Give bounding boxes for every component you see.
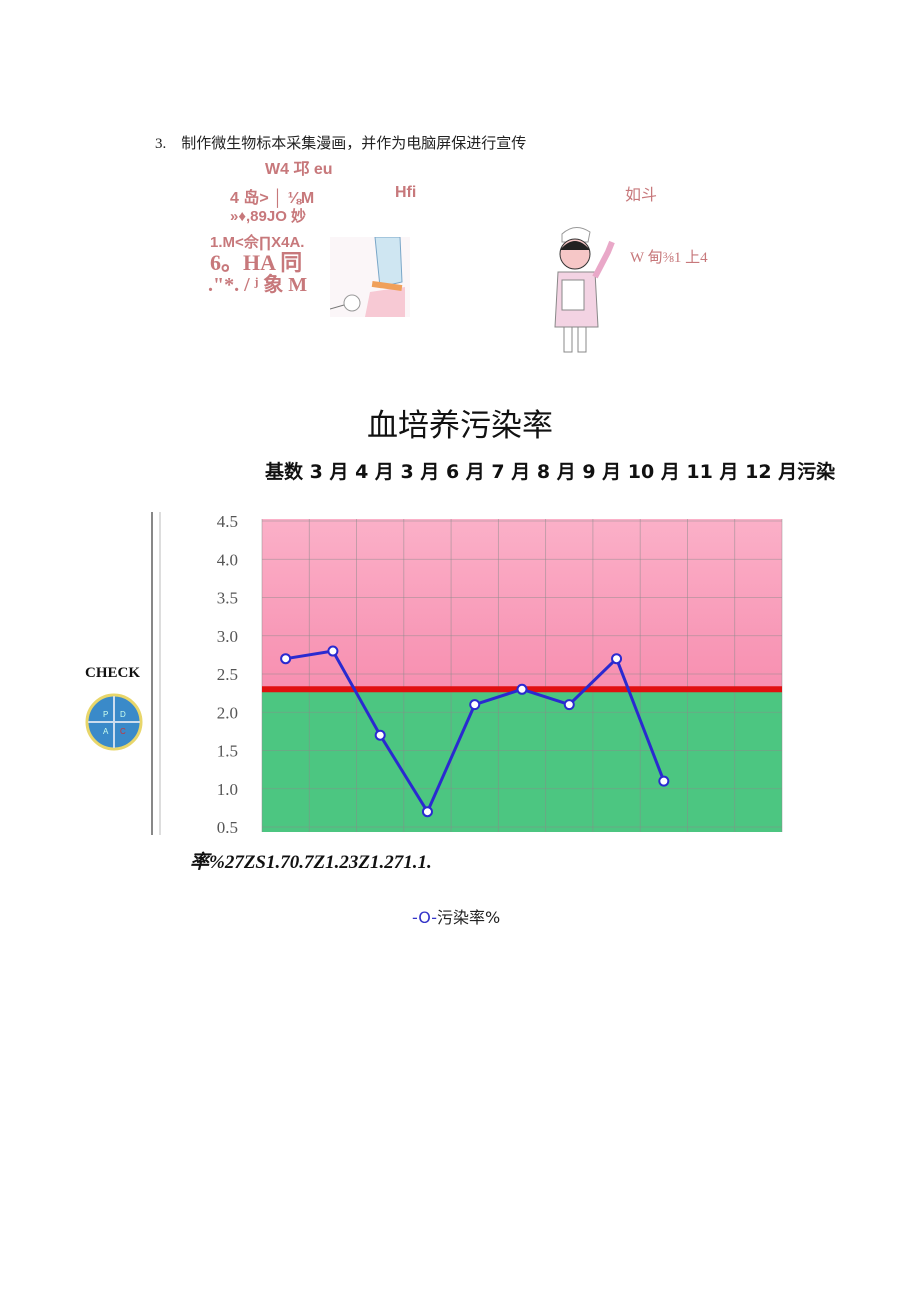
lower-zone bbox=[262, 689, 782, 832]
chart-subtitle: 基数 3 月 4 月 3 月 6 月 7 月 8 月 9 月 10 月 11 月… bbox=[265, 461, 836, 483]
comic-text: W4 邛 eu bbox=[265, 161, 333, 178]
upper-zone bbox=[262, 519, 782, 690]
data-point bbox=[516, 683, 528, 695]
pdca-letter: A bbox=[103, 727, 109, 736]
data-point bbox=[374, 729, 386, 741]
contamination-chart: 4.5 4.0 3.5 3.0 2.5 2.0 1.5 1.0 0.5 bbox=[151, 512, 783, 837]
comic-text: Hfi bbox=[395, 184, 417, 201]
y-tick-label: 3.0 bbox=[217, 627, 238, 646]
data-point bbox=[611, 653, 623, 665]
pdca-letter: P bbox=[103, 710, 108, 719]
comic-text: »♦,89JO 妙 bbox=[230, 208, 307, 225]
legend: -O-污染率% bbox=[412, 904, 500, 928]
data-point bbox=[563, 699, 575, 711]
data-point bbox=[421, 806, 433, 818]
data-point bbox=[658, 775, 670, 787]
comic-text: 如斗 bbox=[625, 187, 658, 204]
comic-text: 1.M<佘∏X4A. bbox=[210, 234, 305, 251]
chart-title: 血培养污染率 bbox=[367, 408, 553, 444]
nurse-caption: W 甸⅜1 上4 bbox=[630, 250, 708, 266]
y-tick-label: 4.0 bbox=[217, 550, 238, 569]
data-point bbox=[469, 699, 481, 711]
comic-text: 4 岛> │ ⅛M bbox=[230, 190, 315, 207]
data-point bbox=[280, 653, 292, 665]
comic-text: 6。HA 同 bbox=[210, 250, 303, 275]
nurse-illustration bbox=[554, 227, 615, 353]
hand-illustration bbox=[330, 237, 410, 317]
comic-text: ."*. / ʲ 象 M bbox=[208, 274, 308, 296]
y-tick-label: 0.5 bbox=[217, 818, 238, 837]
rate-values: 率%27ZS1.70.7Z1.23Z1.271.1. bbox=[190, 852, 432, 873]
legend-marker: -O- bbox=[412, 908, 438, 927]
pdca-letter: D bbox=[120, 710, 126, 719]
y-tick-label: 1.0 bbox=[217, 780, 238, 799]
y-tick-label: 3.5 bbox=[217, 589, 238, 608]
y-tick-label: 2.0 bbox=[217, 703, 238, 722]
check-label: CHECK bbox=[85, 665, 141, 681]
y-tick-label: 1.5 bbox=[217, 742, 238, 761]
legend-label: 污染率% bbox=[437, 908, 501, 927]
y-tick-label: 4.5 bbox=[217, 512, 238, 531]
item-text: 制作微生物标本采集漫画，并作为电脑屏保进行宣传 bbox=[181, 136, 527, 152]
data-point bbox=[327, 645, 339, 657]
y-tick-label: 2.5 bbox=[217, 665, 238, 684]
list-item-3: 3. 制作微生物标本采集漫画，并作为电脑屏保进行宣传 bbox=[155, 132, 526, 153]
item-number: 3. bbox=[155, 136, 167, 152]
pdca-letter: C bbox=[120, 727, 126, 736]
pdca-logo: P D A C bbox=[85, 693, 143, 751]
